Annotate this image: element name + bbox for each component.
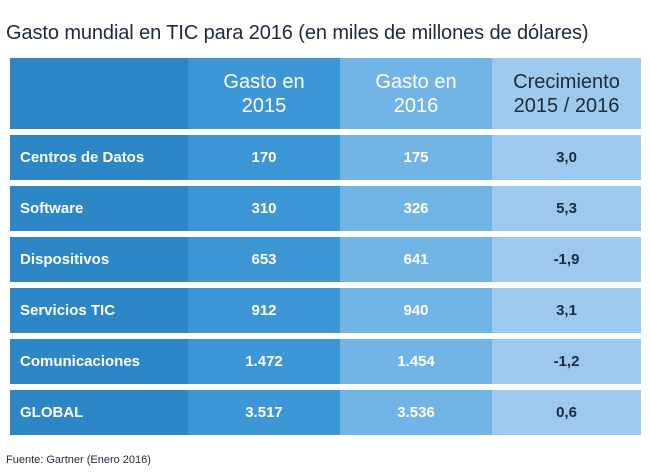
cell-crecimiento: 3,1 xyxy=(492,288,641,333)
table-row: Servicios TIC 912 940 3,1 xyxy=(10,288,641,339)
chart-title: Gasto mundial en TIC para 2016 (en miles… xyxy=(6,22,589,44)
cell-gasto-2016: 175 xyxy=(340,135,492,180)
cell-gasto-2015: 653 xyxy=(188,237,340,282)
header-crecimiento: Crecimiento 2015 / 2016 xyxy=(492,58,641,129)
cell-gasto-2015: 912 xyxy=(188,288,340,333)
cell-crecimiento: 0,6 xyxy=(492,390,641,435)
cell-gasto-2015: 3.517 xyxy=(188,390,340,435)
header-gasto-2016: Gasto en 2016 xyxy=(340,58,492,129)
table-header-row: Gasto en 2015 Gasto en 2016 Crecimiento 201… xyxy=(10,58,641,135)
cell-crecimiento: 3,0 xyxy=(492,135,641,180)
row-label: Dispositivos xyxy=(10,237,188,282)
table-row: Comunicaciones 1.472 1.454 -1,2 xyxy=(10,339,641,390)
row-label: Comunicaciones xyxy=(10,339,188,384)
cell-gasto-2015: 310 xyxy=(188,186,340,231)
cell-gasto-2016: 326 xyxy=(340,186,492,231)
table-row: GLOBAL 3.517 3.536 0,6 xyxy=(10,390,641,435)
table-row: Dispositivos 653 641 -1,9 xyxy=(10,237,641,288)
header-gasto-2015: Gasto en 2015 xyxy=(188,58,340,129)
data-table: Gasto en 2015 Gasto en 2016 Crecimiento 201… xyxy=(10,58,641,435)
cell-crecimiento: 5,3 xyxy=(492,186,641,231)
row-label: Centros de Datos xyxy=(10,135,188,180)
table-row: Software 310 326 5,3 xyxy=(10,186,641,237)
cell-gasto-2016: 940 xyxy=(340,288,492,333)
cell-crecimiento: -1,2 xyxy=(492,339,641,384)
table-body: Centros de Datos 170 175 3,0 Software 310 326 5… xyxy=(10,135,641,435)
cell-gasto-2015: 1.472 xyxy=(188,339,340,384)
row-label: GLOBAL xyxy=(10,390,188,435)
cell-crecimiento: -1,9 xyxy=(492,237,641,282)
cell-gasto-2016: 641 xyxy=(340,237,492,282)
cell-gasto-2016: 1.454 xyxy=(340,339,492,384)
cell-gasto-2016: 3.536 xyxy=(340,390,492,435)
row-label: Servicios TIC xyxy=(10,288,188,333)
cell-gasto-2015: 170 xyxy=(188,135,340,180)
source-note: Fuente: Gartner (Enero 2016) xyxy=(6,454,151,466)
table-row: Centros de Datos 170 175 3,0 xyxy=(10,135,641,186)
row-label: Software xyxy=(10,186,188,231)
header-empty-cell xyxy=(10,58,188,129)
